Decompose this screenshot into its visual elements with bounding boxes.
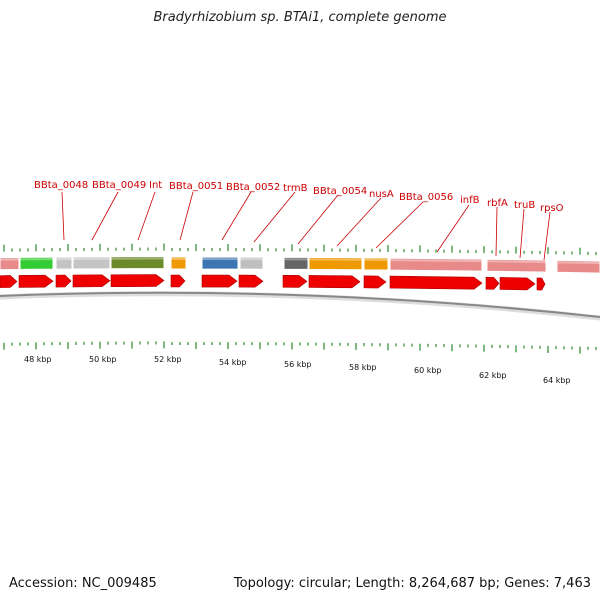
feature-highlight <box>556 261 600 265</box>
label-bbta-0052: BBta_0052 <box>226 182 280 193</box>
label-bbta-0056: BBta_0056 <box>399 192 453 203</box>
genome-title: Bradyrhizobium sp. BTAi1, complete genom… <box>153 10 447 25</box>
feature-highlight <box>389 259 483 263</box>
cds-arrow-track <box>0 274 546 291</box>
label-bbta-0054: BBta_0054 <box>313 186 367 197</box>
label-rbfa: rbfA <box>487 198 508 209</box>
bottom-tick-row <box>3 341 597 354</box>
cds-arrow <box>499 277 536 291</box>
scale-label-52kbp: 52 kbp <box>154 355 182 364</box>
scale-label-layer: 48 kbp 50 kbp 52 kbp 54 kbp 56 kbp 58 kb… <box>24 355 571 385</box>
feature-block <box>363 257 389 271</box>
feature-block <box>55 256 73 270</box>
genome-stats: Topology: circularLength: 8,264,687 bpGe… <box>234 576 591 591</box>
cds-arrow <box>201 274 238 288</box>
cds-arrow <box>282 274 308 288</box>
scale-label-60kbp: 60 kbp <box>414 366 442 375</box>
leader-bbta-0056 <box>375 201 424 249</box>
cds-arrow <box>389 275 483 290</box>
label-int: Int <box>149 180 162 191</box>
label-rpso: rpsO <box>540 203 564 214</box>
cds-arrow <box>110 274 165 288</box>
leader-rpso <box>543 211 551 261</box>
label-infb: infB <box>460 195 480 206</box>
feature-block <box>170 256 187 270</box>
scale-label-64kbp: 64 kbp <box>543 376 571 385</box>
top-tick-row <box>3 243 597 255</box>
feature-block <box>283 256 309 270</box>
feature-block <box>556 259 600 274</box>
feature-block <box>110 256 165 270</box>
label-trmb: trmB <box>283 183 308 194</box>
backbone-shadow <box>0 291 600 321</box>
topology-text: Topology: circular <box>233 576 347 591</box>
cds-arrow <box>18 274 54 288</box>
leader-infb <box>436 204 470 253</box>
feature-block <box>201 256 239 270</box>
cds-arrow <box>238 274 264 288</box>
scale-label-54kbp: 54 kbp <box>219 358 247 367</box>
cds-arrow <box>308 275 361 289</box>
leader-nusa <box>336 197 382 247</box>
cds-arrow <box>0 275 18 288</box>
leader-trub <box>519 208 525 259</box>
cds-arrow <box>485 276 500 290</box>
leader-bbta-0054 <box>297 194 339 245</box>
feature-block <box>308 256 363 271</box>
label-bbta-0048: BBta_0048 <box>34 180 88 191</box>
feature-track <box>0 256 600 274</box>
feature-block <box>239 256 264 270</box>
feature-block <box>389 257 483 272</box>
scale-label-58kbp: 58 kbp <box>349 363 377 372</box>
leader-bbta-0052 <box>221 191 252 241</box>
length-text: Length: 8,264,687 bp <box>347 576 496 591</box>
scale-label-48kbp: 48 kbp <box>24 355 52 364</box>
leader-rbfa <box>495 206 498 257</box>
label-bbta-0049: BBta_0049 <box>92 180 146 191</box>
cds-arrow <box>55 274 72 288</box>
backbone-line <box>0 291 600 318</box>
scale-label-62kbp: 62 kbp <box>479 371 507 380</box>
leader-int <box>137 191 156 241</box>
label-nusa: nusA <box>369 189 394 200</box>
feature-block <box>0 256 20 271</box>
cds-arrow <box>170 274 186 288</box>
feature-highlight <box>486 260 547 264</box>
genes-text: Genes: 7,463 <box>496 576 591 591</box>
leader-bbta-0049 <box>91 191 119 241</box>
cds-arrow <box>72 274 111 288</box>
scale-label-56kbp: 56 kbp <box>284 360 312 369</box>
leader-bbta-0048 <box>61 191 65 241</box>
label-bbta-0051: BBta_0051 <box>169 181 223 192</box>
cds-arrow <box>536 277 546 291</box>
cds-arrow <box>363 275 387 289</box>
gene-label-layer: BBta_0048 BBta_0049 Int BBta_0051 BBta_0… <box>34 180 564 261</box>
leader-bbta-0051 <box>179 191 194 241</box>
label-trub: truB <box>514 200 535 211</box>
accession-text: Accession: NC_009485 <box>9 576 157 591</box>
leader-trmb <box>253 191 296 243</box>
scale-label-50kbp: 50 kbp <box>89 355 117 364</box>
feature-block <box>72 256 111 270</box>
feature-block <box>486 258 547 273</box>
feature-block <box>19 256 54 270</box>
